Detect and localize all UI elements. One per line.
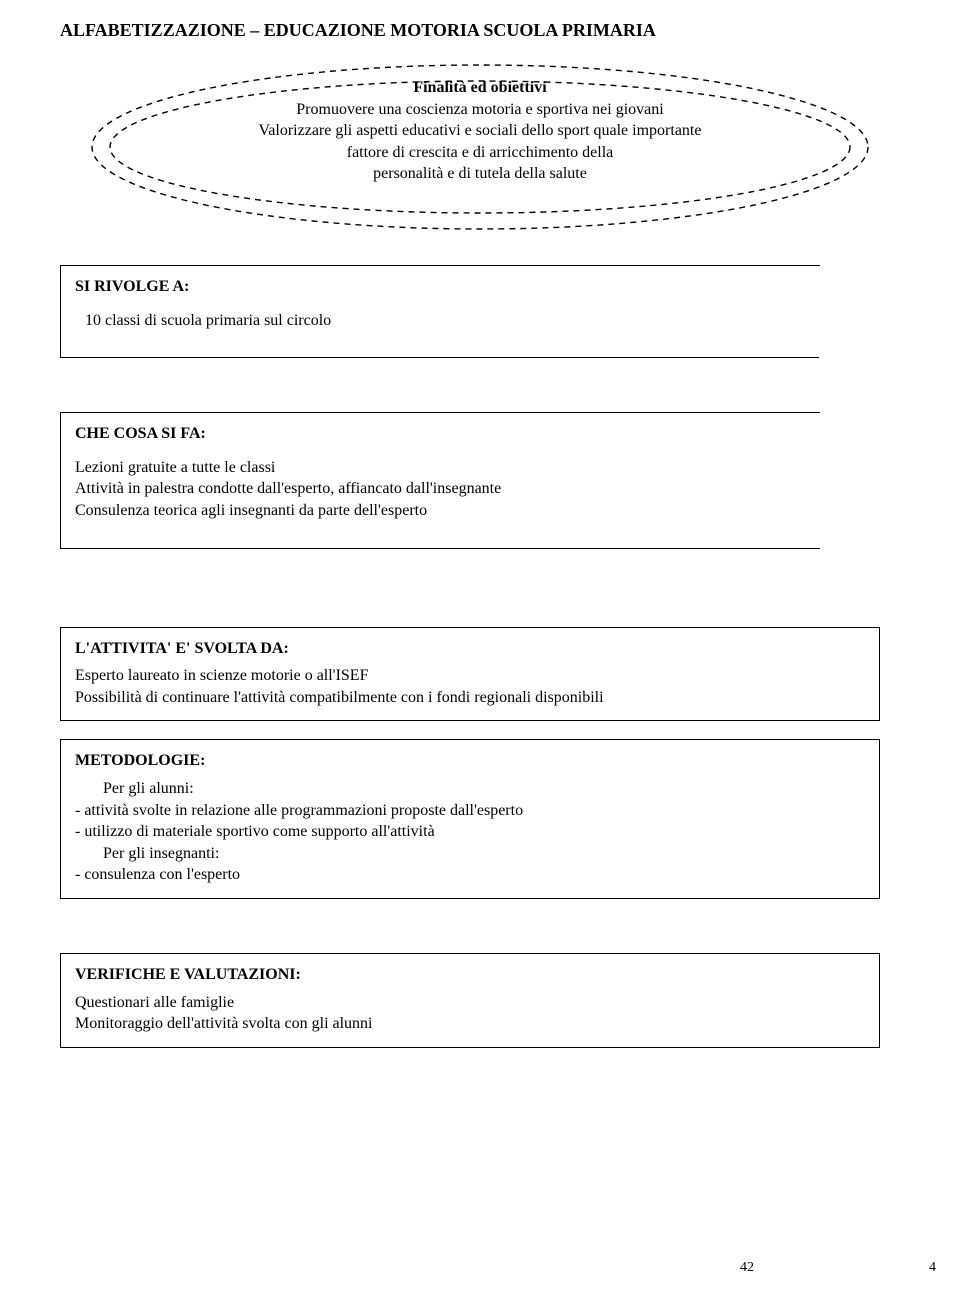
box-attivita-svolta: L'ATTIVITA' E' SVOLTA DA: Esperto laurea… (60, 627, 880, 722)
box-line: Attività in palestra condotte dall'esper… (75, 478, 805, 500)
box-line: Per gli alunni: (75, 778, 865, 800)
objectives-line: Valorizzare gli aspetti educativi e soci… (259, 122, 702, 139)
box-heading: VERIFICHE E VALUTAZIONI: (75, 964, 865, 986)
page-title: ALFABETIZZAZIONE – EDUCAZIONE MOTORIA SC… (60, 20, 900, 41)
box-line: Monitoraggio dell'attività svolta con gl… (75, 1013, 865, 1035)
objectives-line: personalità e di tutela della salute (373, 165, 587, 182)
box-heading: SI RIVOLGE A: (75, 276, 805, 298)
box-line: - attività svolte in relazione alle prog… (75, 800, 865, 822)
page-number-right: 4 (929, 1260, 936, 1276)
objectives-heading: Finalità ed obiettivi (413, 79, 546, 96)
box-line: 10 classi di scuola primaria sul circolo (75, 310, 805, 332)
objectives-ellipse: Finalità ed obiettivi Promuovere una cos… (90, 63, 870, 231)
box-line: Per gli insegnanti: (75, 843, 865, 865)
box-line: Esperto laureato in scienze motorie o al… (75, 665, 865, 687)
box-line: Questionari alle famiglie (75, 992, 865, 1014)
page-number-left: 42 (740, 1260, 754, 1276)
objectives-text: Finalità ed obiettivi Promuovere una cos… (90, 77, 870, 185)
box-heading: CHE COSA SI FA: (75, 423, 805, 445)
objectives-line: fattore di crescita e di arricchimento d… (347, 144, 614, 161)
box-heading: METODOLOGIE: (75, 750, 865, 772)
box-line: Consulenza teorica agli insegnanti da pa… (75, 500, 805, 522)
page: ALFABETIZZAZIONE – EDUCAZIONE MOTORIA SC… (0, 0, 960, 1290)
objectives-line: Promuovere una coscienza motoria e sport… (296, 101, 663, 118)
box-line: Lezioni gratuite a tutte le classi (75, 457, 805, 479)
box-line: Possibilità di continuare l'attività com… (75, 687, 865, 709)
box-heading: L'ATTIVITA' E' SVOLTA DA: (75, 638, 865, 660)
box-che-cosa: CHE COSA SI FA: Lezioni gratuite a tutte… (60, 412, 820, 548)
box-si-rivolge: SI RIVOLGE A: 10 classi di scuola primar… (60, 265, 820, 358)
box-verifiche: VERIFICHE E VALUTAZIONI: Questionari all… (60, 953, 880, 1048)
box-metodologie: METODOLOGIE: Per gli alunni: - attività … (60, 739, 880, 899)
box-line: - consulenza con l'esperto (75, 864, 865, 886)
box-line: - utilizzo di materiale sportivo come su… (75, 821, 865, 843)
